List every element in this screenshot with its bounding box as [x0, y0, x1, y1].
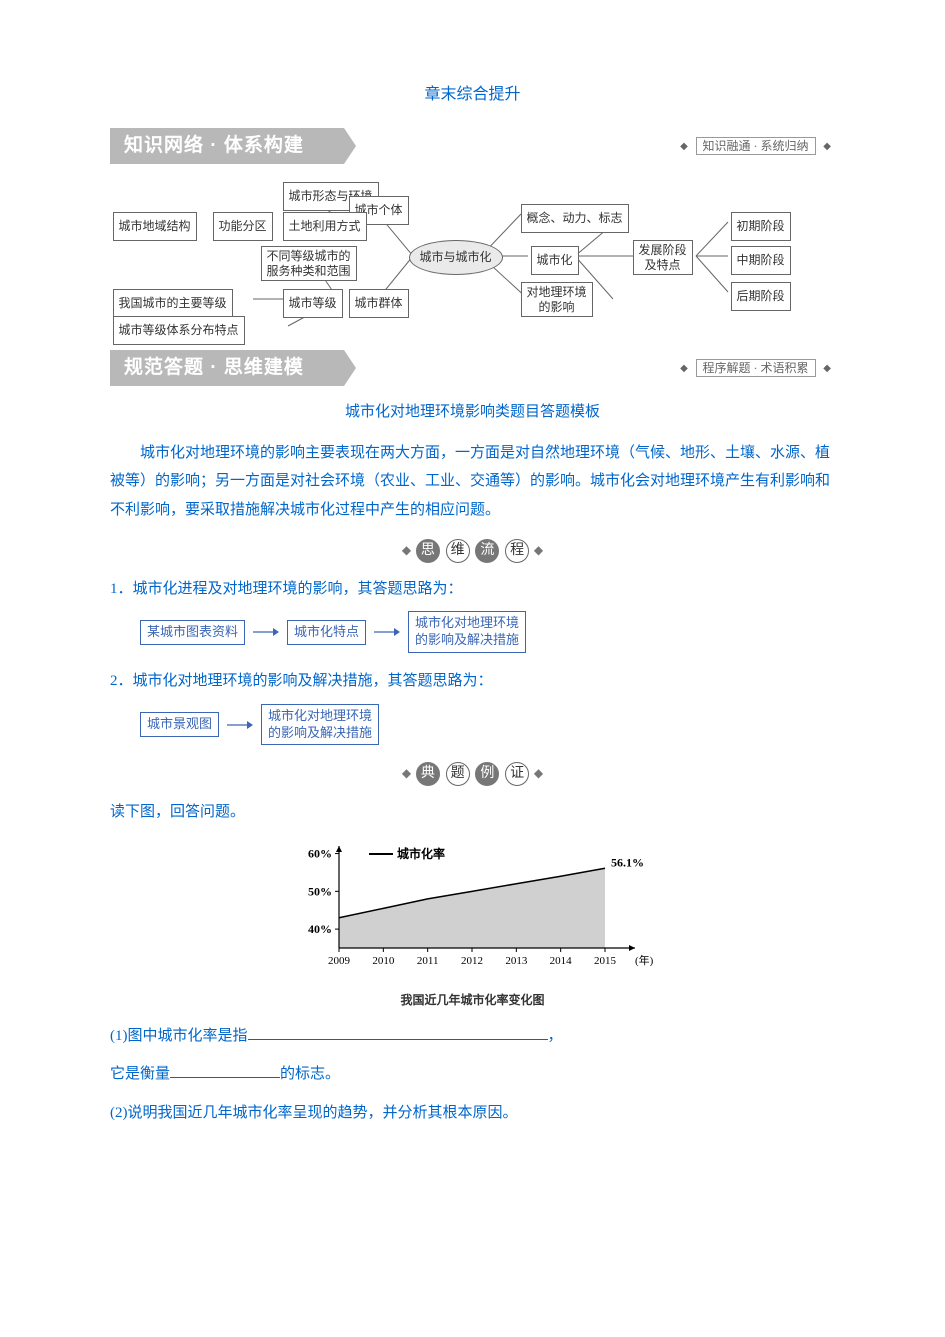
dot-icon: ◆: [534, 767, 543, 781]
question-2: (2)说明我国近几年城市化率呈现的趋势，并分析其根本原因。: [110, 1099, 835, 1128]
q1-part-b: ，: [548, 1028, 563, 1044]
circle-char: 例: [475, 762, 499, 786]
svg-text:2015: 2015: [594, 955, 617, 967]
section-tag-1: 知识融通 · 系统归纳: [696, 137, 816, 155]
node-land-use: 土地利用方式: [283, 212, 367, 241]
section-title-1: 知识网络 · 体系构建: [110, 128, 344, 164]
dot-icon: ◆: [823, 141, 831, 152]
node-env-impact: 对地理环境 的影响: [521, 282, 593, 317]
dot-icon: ◆: [534, 544, 543, 558]
question-1: (1)图中城市化率是指 ，: [110, 1022, 835, 1051]
template-subtitle: 城市化对地理环境影响类题目答题模板: [110, 398, 835, 427]
svg-text:2009: 2009: [328, 955, 351, 967]
arrow-icon: [374, 625, 400, 639]
section-bar-2: 规范答题 · 思维建模 ◆ 程序解题 · 术语积累 ◆: [110, 350, 835, 386]
chart-caption: 我国近几年城市化率变化图: [110, 989, 835, 1012]
node-func-zone: 功能分区: [213, 212, 273, 241]
node-urbanization: 城市化: [531, 246, 579, 275]
example-prompt: 读下图，回答问题。: [110, 798, 835, 827]
arrow-icon: [227, 718, 253, 732]
section-title-2: 规范答题 · 思维建模: [110, 350, 344, 386]
svg-text:2013: 2013: [505, 955, 528, 967]
dot-icon: ◆: [823, 363, 831, 374]
triangle-icon: [344, 128, 356, 164]
node-late: 后期阶段: [731, 282, 791, 311]
node-stage-feature: 发展阶段 及特点: [633, 240, 693, 275]
node-middle: 中期阶段: [731, 246, 791, 275]
dot-icon: ◆: [680, 141, 688, 152]
node-region-structure: 城市地域结构: [113, 212, 197, 241]
triangle-icon: [344, 350, 356, 386]
section-tag-2: 程序解题 · 术语积累: [696, 359, 816, 377]
circle-char: 维: [446, 539, 470, 563]
section-right-wrap: ◆ 知识融通 · 系统归纳 ◆: [676, 132, 835, 161]
svg-text:2010: 2010: [372, 955, 395, 967]
circle-heading-2: ◆ 典 题 例 证 ◆: [110, 759, 835, 788]
page-title: 章末综合提升: [110, 80, 835, 110]
flow-1: 某城市图表资料 城市化特点 城市化对地理环境 的影响及解决措施: [140, 611, 835, 653]
svg-text:40%: 40%: [308, 923, 332, 937]
section-right-wrap: ◆ 程序解题 · 术语积累 ◆: [676, 354, 835, 383]
section-bar-left: 知识网络 · 体系构建: [110, 128, 356, 164]
question-1b: 它是衡量 的标志。: [110, 1060, 835, 1089]
circle-char: 流: [475, 539, 499, 563]
svg-text:50%: 50%: [308, 885, 332, 899]
circle-char: 典: [416, 762, 440, 786]
arrow-icon: [253, 625, 279, 639]
intro-paragraph: 城市化对地理环境的影响主要表现在两大方面，一方面是对自然地理环境（气候、地形、土…: [110, 439, 835, 525]
dot-icon: ◆: [402, 767, 411, 781]
node-early: 初期阶段: [731, 212, 791, 241]
page: 章末综合提升 知识网络 · 体系构建 ◆ 知识融通 · 系统归纳 ◆: [0, 0, 945, 1167]
flow-box: 城市景观图: [140, 712, 219, 737]
svg-text:2012: 2012: [461, 955, 483, 967]
node-group: 城市群体: [349, 289, 409, 318]
urbanization-chart: 40% 50% 60% 2009 2010 2011 2012 2013 2014 2015 (年)…: [293, 836, 653, 976]
step-1-text: 1．城市化进程及对地理环境的影响，其答题思路为：: [110, 575, 835, 604]
concept-map: 城市形态与环境 城市个体 城市地域结构 功能分区 土地利用方式 不同等级城市的 …: [113, 174, 833, 344]
flow-box: 城市化特点: [287, 620, 366, 645]
flow-2: 城市景观图 城市化对地理环境 的影响及解决措施: [140, 704, 835, 746]
step-2-text: 2．城市化对地理环境的影响及解决措施，其答题思路为：: [110, 667, 835, 696]
node-service-range: 不同等级城市的 服务种类和范围: [261, 246, 357, 281]
flow-box: 某城市图表资料: [140, 620, 245, 645]
section-bar-1: 知识网络 · 体系构建 ◆ 知识融通 · 系统归纳 ◆: [110, 128, 835, 164]
blank-line: [170, 1062, 280, 1078]
dot-icon: ◆: [680, 363, 688, 374]
circle-char: 程: [505, 539, 529, 563]
node-concept: 概念、动力、标志: [521, 204, 629, 233]
circle-char: 思: [416, 539, 440, 563]
q1-part-c: 它是衡量: [110, 1066, 170, 1082]
q1-part-a: (1)图中城市化率是指: [110, 1028, 248, 1044]
q1-part-d: 的标志。: [280, 1066, 340, 1082]
circle-char: 题: [446, 762, 470, 786]
svg-text:2011: 2011: [416, 955, 438, 967]
circle-char: 证: [505, 762, 529, 786]
dot-icon: ◆: [402, 544, 411, 558]
svg-text:2014: 2014: [549, 955, 572, 967]
node-main-level: 我国城市的主要等级: [113, 289, 233, 318]
svg-text:(年): (年): [635, 953, 653, 967]
node-level-feature: 城市等级体系分布特点: [113, 316, 245, 345]
node-center: 城市与城市化: [409, 240, 503, 275]
svg-text:56.1%: 56.1%: [611, 856, 644, 870]
flow-box: 城市化对地理环境 的影响及解决措施: [408, 611, 526, 653]
svg-text:60%: 60%: [308, 847, 332, 861]
section-bar-left: 规范答题 · 思维建模: [110, 350, 356, 386]
chart-container: 40% 50% 60% 2009 2010 2011 2012 2013 2014 2015 (年)…: [110, 836, 835, 1011]
blank-line: [248, 1024, 548, 1040]
flow-box: 城市化对地理环境 的影响及解决措施: [261, 704, 379, 746]
circle-heading-1: ◆ 思 维 流 程 ◆: [110, 536, 835, 565]
node-level: 城市等级: [283, 289, 343, 318]
svg-text:城市化率: 城市化率: [397, 846, 445, 861]
